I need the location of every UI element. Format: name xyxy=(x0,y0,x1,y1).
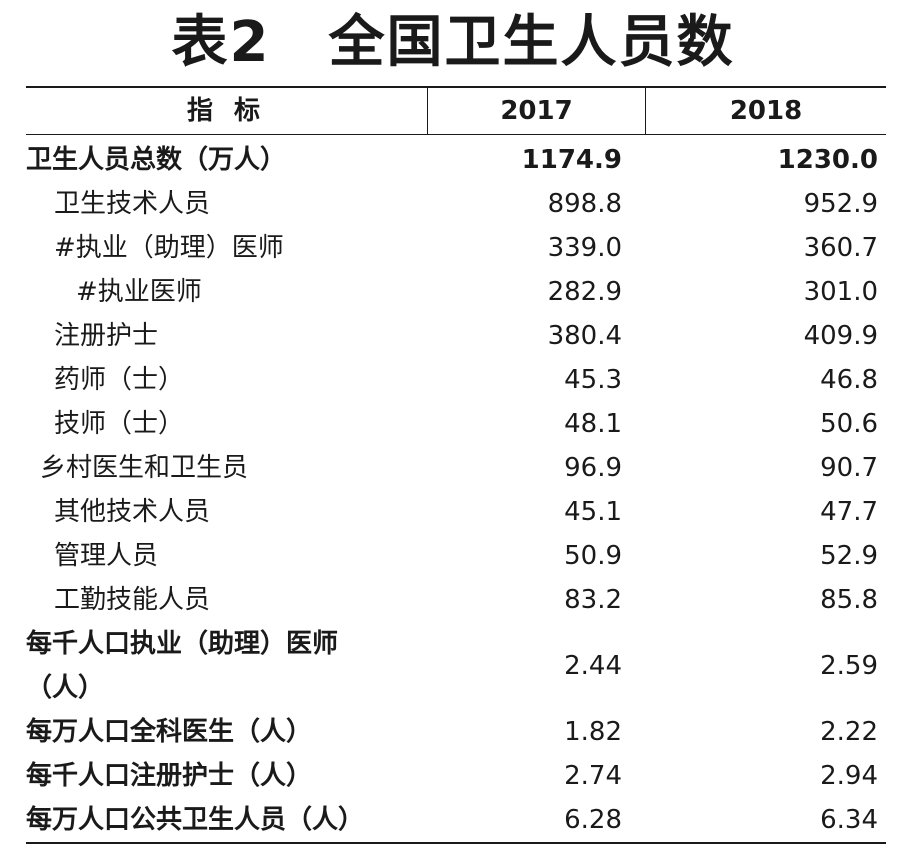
value-2017: 1174.9 xyxy=(521,145,622,175)
table-row: #执业（助理）医师 339.0 360.7 xyxy=(0,226,906,270)
row-label: 卫生人员总数（万人） xyxy=(26,145,287,175)
table-row: 工勤技能人员 83.2 85.8 xyxy=(0,578,906,622)
row-label: 每千人口执业（助理）医师（人） xyxy=(26,629,339,703)
table-row: 管理人员 50.9 52.9 xyxy=(0,534,906,578)
row-label: 注册护士 xyxy=(54,321,159,351)
value-2017: 96.9 xyxy=(564,453,622,483)
row-label: 管理人员 xyxy=(54,541,159,571)
row-label: 卫生技术人员 xyxy=(54,189,211,219)
header-bottom-rule xyxy=(26,134,886,135)
row-label: 乡村医生和卫生员 xyxy=(40,453,249,483)
value-2018: 2.59 xyxy=(820,651,878,681)
value-2017: 2.74 xyxy=(564,761,622,791)
value-2018: 46.8 xyxy=(820,365,878,395)
value-2018: 1230.0 xyxy=(777,145,878,175)
table-row: 卫生技术人员 898.8 952.9 xyxy=(0,182,906,226)
row-label: 工勤技能人员 xyxy=(54,585,211,615)
table-row: 乡村医生和卫生员 96.9 90.7 xyxy=(0,446,906,490)
value-2017: 2.44 xyxy=(564,651,622,681)
row-label: 药师（士） xyxy=(54,365,185,395)
value-2018: 52.9 xyxy=(820,541,878,571)
table-row: 每千人口注册护士（人） 2.74 2.94 xyxy=(0,754,906,798)
table-row: #执业医师 282.9 301.0 xyxy=(0,270,906,314)
row-label: #执业（助理）医师 xyxy=(54,233,284,263)
value-2018: 2.94 xyxy=(820,761,878,791)
value-2017: 6.28 xyxy=(564,805,622,835)
value-2017: 83.2 xyxy=(564,585,622,615)
value-2017: 282.9 xyxy=(547,277,622,307)
value-2017: 45.3 xyxy=(564,365,622,395)
table-row: 药师（士） 45.3 46.8 xyxy=(0,358,906,402)
row-label: #执业医师 xyxy=(76,277,202,307)
row-label: 技师（士） xyxy=(54,409,185,439)
value-2017: 48.1 xyxy=(564,409,622,439)
value-2017: 898.8 xyxy=(547,189,622,219)
table-row: 注册护士 380.4 409.9 xyxy=(0,314,906,358)
table-row: 每千人口执业（助理）医师（人） 2.44 2.59 xyxy=(0,622,906,710)
table-row: 每万人口公共卫生人员（人） 6.28 6.34 xyxy=(0,798,906,842)
value-2018: 301.0 xyxy=(803,277,878,307)
value-2017: 339.0 xyxy=(547,233,622,263)
table-row: 技师（士） 48.1 50.6 xyxy=(0,402,906,446)
header-indicator: 指 标 xyxy=(186,96,267,126)
row-label: 其他技术人员 xyxy=(54,497,211,527)
table-row: 其他技术人员 45.1 47.7 xyxy=(0,490,906,534)
table-row: 每万人口全科医生（人） 1.82 2.22 xyxy=(0,710,906,754)
value-2018: 47.7 xyxy=(820,497,878,527)
value-2018: 6.34 xyxy=(820,805,878,835)
value-2017: 1.82 xyxy=(564,717,622,747)
value-2018: 90.7 xyxy=(820,453,878,483)
header-2017: 2017 xyxy=(500,96,573,126)
row-label: 每万人口公共卫生人员（人） xyxy=(26,805,365,835)
table-top-rule xyxy=(26,86,886,88)
value-2017: 45.1 xyxy=(564,497,622,527)
value-2017: 380.4 xyxy=(547,321,622,351)
value-2018: 952.9 xyxy=(803,189,878,219)
row-label: 每万人口全科医生（人） xyxy=(26,717,313,747)
header-divider xyxy=(645,88,646,134)
value-2018: 50.6 xyxy=(820,409,878,439)
header-2018: 2018 xyxy=(729,96,803,126)
value-2018: 85.8 xyxy=(820,585,878,615)
value-2018: 360.7 xyxy=(803,233,878,263)
value-2018: 409.9 xyxy=(803,321,878,351)
value-2018: 2.22 xyxy=(820,717,878,747)
table-row: 卫生人员总数（万人） 1174.9 1230.0 xyxy=(0,138,906,182)
header-divider xyxy=(427,88,428,134)
table-title: 表2 全国卫生人员数 xyxy=(171,10,735,75)
value-2017: 50.9 xyxy=(564,541,622,571)
row-label: 每千人口注册护士（人） xyxy=(26,761,313,791)
table-bottom-rule xyxy=(26,842,886,844)
